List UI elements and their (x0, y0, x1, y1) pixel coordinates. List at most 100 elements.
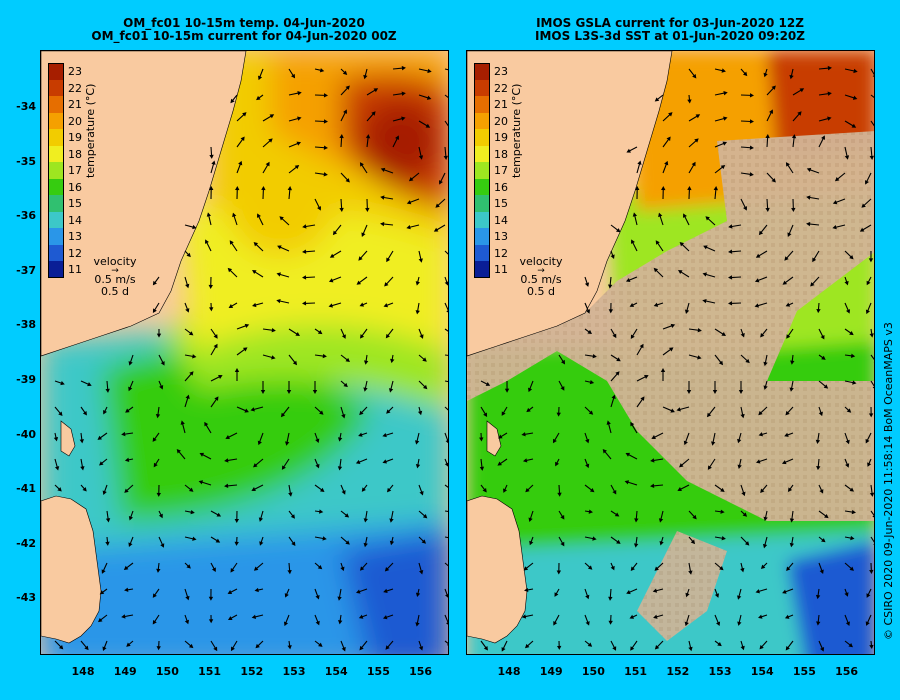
current-arrow-head (612, 646, 617, 651)
current-arrow (210, 346, 217, 356)
current-arrow-head (786, 566, 791, 571)
current-arrow (631, 328, 638, 337)
current-arrow-head (156, 568, 161, 573)
current-arrow (584, 380, 592, 383)
current-arrow-head (319, 509, 324, 514)
current-arrow-head (872, 515, 874, 518)
current-arrow (210, 536, 218, 542)
current-arrow (54, 380, 63, 384)
current-arrow-head (156, 646, 161, 651)
current-arrow-head (271, 328, 276, 333)
current-arrow-head (816, 621, 821, 626)
current-arrow (714, 142, 725, 148)
current-arrow-head (759, 644, 764, 650)
current-arrow-head (869, 492, 874, 497)
current-arrow (201, 453, 212, 460)
current-arrow (844, 432, 849, 442)
current-arrow-head (158, 513, 163, 519)
current-arrow-head (445, 622, 448, 625)
current-arrow (259, 68, 264, 78)
current-arrow-head (287, 570, 292, 575)
current-arrow-head (208, 186, 214, 191)
current-arrow-head (745, 358, 750, 364)
current-arrow-head (789, 387, 794, 392)
left-velocity-arrow-icon: → (111, 266, 119, 276)
current-arrow (288, 328, 298, 335)
current-arrow-head (209, 307, 214, 312)
current-arrow (844, 120, 854, 127)
current-arrow (866, 172, 872, 183)
current-arrow-head (585, 309, 590, 314)
current-arrow-head (763, 361, 768, 367)
current-arrow-head (806, 195, 811, 200)
current-arrow-head (105, 541, 110, 546)
current-arrow-head (388, 388, 394, 393)
current-arrow-head (658, 518, 664, 523)
current-arrow (444, 484, 448, 488)
current-arrow-head (589, 379, 595, 385)
current-arrow (635, 510, 638, 520)
colorbar-swatch (474, 96, 490, 113)
current-arrow-head (297, 116, 302, 121)
current-arrow-head (363, 387, 368, 392)
current-arrow-head (497, 461, 502, 466)
longitude-tick: 156 (409, 665, 433, 678)
colorbar-swatch (48, 145, 64, 163)
current-arrow (844, 354, 853, 357)
current-arrow-head (632, 212, 638, 217)
current-arrow (364, 68, 368, 77)
current-arrow (418, 250, 422, 260)
current-arrow (866, 614, 872, 624)
current-arrow-head (737, 595, 742, 600)
current-arrow-head (587, 329, 592, 335)
current-arrow (740, 640, 744, 648)
current-arrow-head (84, 645, 89, 651)
current-arrow (227, 458, 238, 462)
current-arrow-head (359, 645, 364, 651)
current-arrow-head (765, 134, 770, 139)
current-arrow (236, 325, 247, 330)
current-arrow (679, 484, 690, 490)
current-arrow (817, 302, 820, 311)
current-arrow (714, 92, 725, 96)
longitude-tick: 153 (708, 665, 732, 678)
current-arrow-head (180, 420, 185, 425)
current-arrow-head (556, 645, 562, 650)
current-arrow (870, 484, 873, 494)
left-title: OM_fc01 10-15m temp. 04-Jun-2020 OM_fc01… (40, 17, 448, 43)
current-arrow-head (253, 463, 258, 468)
current-arrow (709, 458, 716, 468)
current-arrow (385, 614, 394, 619)
tasmania-land-right (467, 495, 528, 644)
current-arrow (844, 94, 855, 99)
current-arrow-head (660, 368, 666, 372)
current-arrow-head (345, 357, 350, 363)
current-arrow (340, 380, 346, 386)
current-arrow (787, 562, 794, 570)
colorbar-swatch (48, 63, 64, 80)
current-arrow (867, 588, 872, 596)
current-arrow (712, 432, 716, 443)
current-arrow-head (259, 541, 264, 546)
current-arrow-head (290, 514, 295, 519)
flinders-island-land-right (486, 420, 502, 457)
current-arrow-head (58, 411, 63, 416)
right-map-panel (466, 50, 875, 655)
current-arrow (437, 198, 446, 207)
current-arrow-head (341, 490, 346, 495)
current-arrow (154, 588, 160, 596)
colorbar-swatch (474, 112, 490, 130)
current-arrow (125, 562, 134, 569)
colorbar-label: 20 (494, 114, 508, 128)
current-arrow (288, 562, 291, 572)
current-arrow-head (235, 186, 240, 191)
current-arrow (236, 113, 245, 122)
longitude-tick: 156 (835, 665, 859, 678)
latitude-tick: -43 (16, 591, 36, 605)
current-arrow-head (188, 331, 194, 336)
current-arrow (127, 406, 134, 412)
current-arrow-head (209, 154, 214, 159)
current-arrow (444, 380, 448, 383)
current-arrow-head (525, 487, 530, 493)
current-arrow-head (651, 435, 656, 439)
